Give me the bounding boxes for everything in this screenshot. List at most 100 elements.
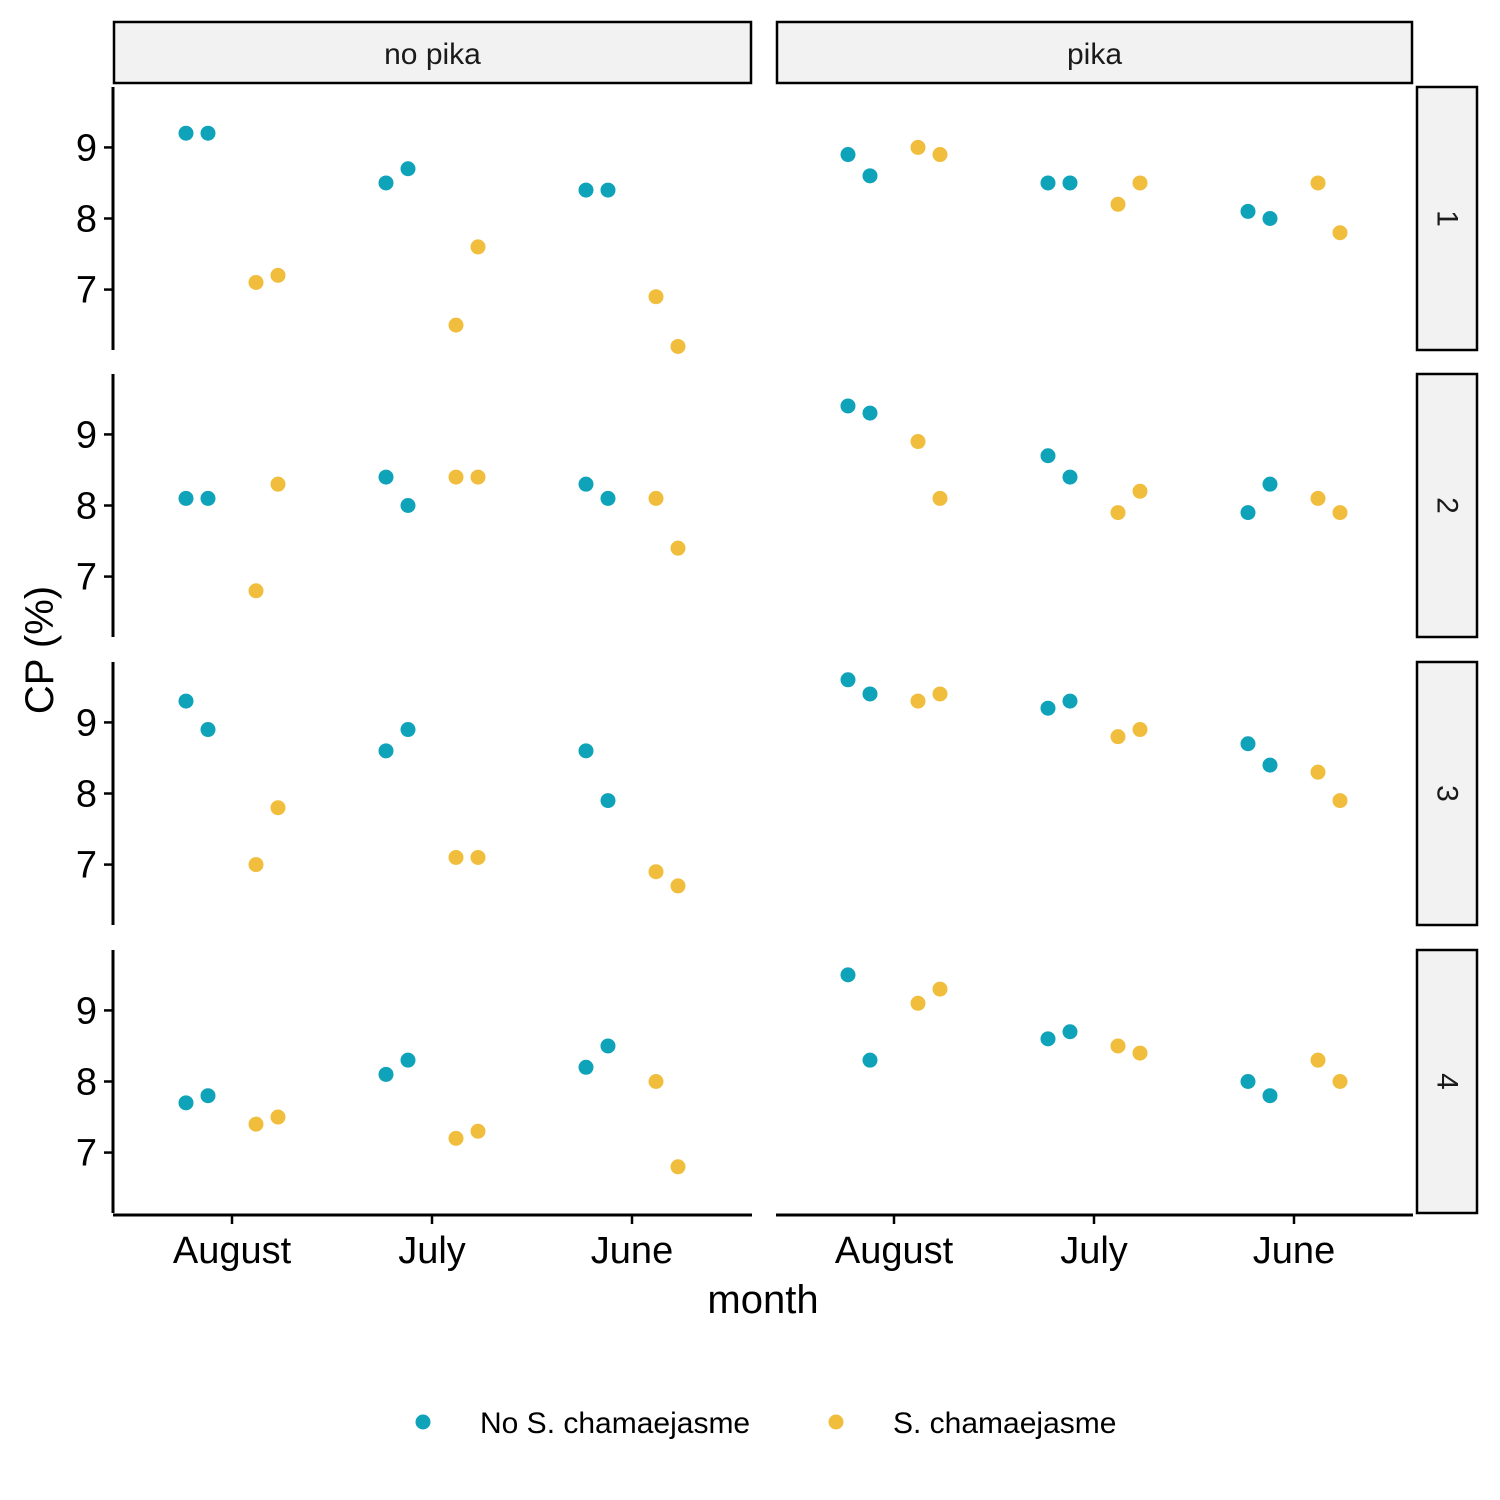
point-s-chamaejasme xyxy=(932,686,948,702)
point-s-chamaejasme xyxy=(910,995,926,1011)
point-no-s-chamaejasme xyxy=(578,1059,594,1075)
point-no-s-chamaejasme xyxy=(1062,175,1078,191)
column-strip-box xyxy=(775,20,1414,85)
point-no-s-chamaejasme xyxy=(1062,693,1078,709)
row-strip-box xyxy=(1415,948,1479,1215)
point-s-chamaejasme xyxy=(470,239,486,255)
point-s-chamaejasme xyxy=(1310,175,1326,191)
y-axis-row-4: 7 8 9 xyxy=(76,950,115,1213)
point-s-chamaejasme xyxy=(248,274,264,290)
point-no-s-chamaejasme xyxy=(200,490,216,506)
point-s-chamaejasme xyxy=(1310,764,1326,780)
point-s-chamaejasme xyxy=(248,1116,264,1132)
point-no-s-chamaejasme xyxy=(200,722,216,738)
point-no-s-chamaejasme xyxy=(1240,736,1256,752)
y-axis-row-2: 7 8 9 xyxy=(76,374,115,637)
column-strip-no-pika: no pika xyxy=(112,20,753,85)
point-no-s-chamaejasme xyxy=(178,693,194,709)
point-s-chamaejasme xyxy=(910,434,926,450)
y-axis-row-3: 7 8 9 xyxy=(76,662,115,925)
legend-label: No S. chamaejasme xyxy=(480,1407,750,1440)
point-no-s-chamaejasme xyxy=(600,793,616,809)
y-tick-label: 7 xyxy=(76,1133,97,1175)
point-no-s-chamaejasme xyxy=(400,722,416,738)
y-tick-label: 9 xyxy=(76,990,97,1032)
point-s-chamaejasme xyxy=(470,1123,486,1139)
row-strip-box xyxy=(1415,372,1479,639)
point-s-chamaejasme xyxy=(670,1159,686,1175)
point-s-chamaejasme xyxy=(1110,729,1126,745)
x-tick-label: August xyxy=(173,1230,292,1272)
point-no-s-chamaejasme xyxy=(200,125,216,141)
x-axis-title: month xyxy=(707,1278,818,1322)
point-no-s-chamaejasme xyxy=(862,686,878,702)
row-strip-2: 2 xyxy=(1415,372,1479,639)
facet-panels: no pika pika 1 2 3 4 7 8 9 7 8 9 7 8 9 7 8 9 August July Jun… xyxy=(76,20,1479,1272)
point-no-s-chamaejasme xyxy=(1040,1031,1056,1047)
point-s-chamaejasme xyxy=(1310,1052,1326,1068)
point-s-chamaejasme xyxy=(248,857,264,873)
point-s-chamaejasme xyxy=(270,476,286,492)
point-s-chamaejasme xyxy=(648,289,664,305)
point-no-s-chamaejasme xyxy=(178,1095,194,1111)
point-no-s-chamaejasme xyxy=(862,405,878,421)
y-tick-label: 8 xyxy=(76,774,97,816)
column-strip-label: no pika xyxy=(384,38,481,71)
y-axis-row-1: 7 8 9 xyxy=(76,87,115,350)
point-s-chamaejasme xyxy=(670,338,686,354)
point-s-chamaejasme xyxy=(1110,1038,1126,1054)
data-points xyxy=(178,125,1348,1175)
point-no-s-chamaejasme xyxy=(178,125,194,141)
legend-label: S. chamaejasme xyxy=(893,1407,1116,1440)
point-s-chamaejasme xyxy=(648,864,664,880)
legend-item-s-chamaejasme: S. chamaejasme xyxy=(828,1407,1116,1440)
point-s-chamaejasme xyxy=(1132,175,1148,191)
point-no-s-chamaejasme xyxy=(378,743,394,759)
point-no-s-chamaejasme xyxy=(862,1052,878,1068)
point-no-s-chamaejasme xyxy=(400,161,416,177)
row-strip-label: 2 xyxy=(1431,497,1464,514)
row-strip-label: 3 xyxy=(1431,785,1464,802)
point-no-s-chamaejasme xyxy=(1040,700,1056,716)
legend: No S. chamaejasme S. chamaejasme xyxy=(415,1407,1116,1440)
point-s-chamaejasme xyxy=(270,800,286,816)
point-no-s-chamaejasme xyxy=(1262,757,1278,773)
legend-item-no-s-chamaejasme: No S. chamaejasme xyxy=(415,1407,750,1440)
point-s-chamaejasme xyxy=(470,849,486,865)
point-s-chamaejasme xyxy=(448,849,464,865)
point-s-chamaejasme xyxy=(1332,1074,1348,1089)
point-s-chamaejasme xyxy=(670,540,686,556)
point-s-chamaejasme xyxy=(270,1109,286,1125)
point-s-chamaejasme xyxy=(648,1074,664,1089)
point-no-s-chamaejasme xyxy=(1262,1088,1278,1104)
point-no-s-chamaejasme xyxy=(600,490,616,506)
point-s-chamaejasme xyxy=(1132,1045,1148,1061)
row-strip-label: 4 xyxy=(1431,1073,1464,1090)
point-no-s-chamaejasme xyxy=(378,1066,394,1082)
point-s-chamaejasme xyxy=(1332,793,1348,809)
point-s-chamaejasme xyxy=(1332,225,1348,241)
row-strip-4: 4 xyxy=(1415,948,1479,1215)
column-strip-box xyxy=(112,20,753,85)
row-strip-label: 1 xyxy=(1431,210,1464,227)
point-s-chamaejasme xyxy=(470,469,486,485)
point-no-s-chamaejasme xyxy=(378,175,394,191)
point-no-s-chamaejasme xyxy=(200,1088,216,1104)
x-tick-label: August xyxy=(835,1230,954,1272)
legend-key xyxy=(415,1414,431,1430)
point-no-s-chamaejasme xyxy=(840,967,856,983)
point-no-s-chamaejasme xyxy=(840,147,856,163)
point-s-chamaejasme xyxy=(932,981,948,997)
y-tick-label: 7 xyxy=(76,270,97,312)
point-no-s-chamaejasme xyxy=(1240,203,1256,219)
point-s-chamaejasme xyxy=(1110,196,1126,212)
x-tick-label: June xyxy=(1253,1230,1335,1272)
y-axis-title: CP (%) xyxy=(18,586,62,714)
point-no-s-chamaejasme xyxy=(1240,505,1256,521)
y-tick-label: 8 xyxy=(76,199,97,241)
point-no-s-chamaejasme xyxy=(600,1038,616,1054)
point-s-chamaejasme xyxy=(1110,505,1126,521)
x-tick-label: July xyxy=(398,1230,466,1272)
point-no-s-chamaejasme xyxy=(840,398,856,414)
